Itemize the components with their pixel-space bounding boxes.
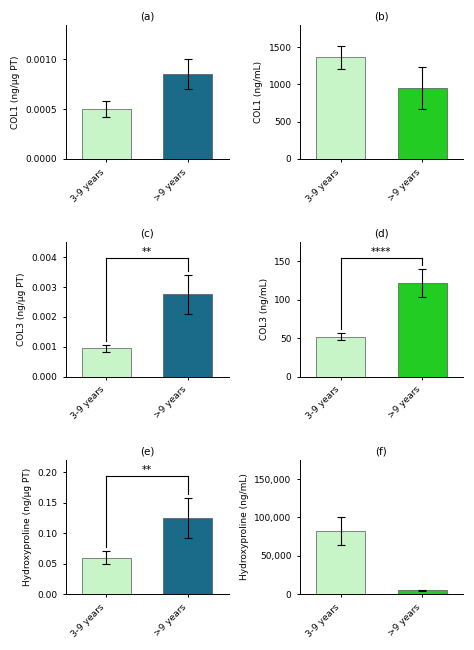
Y-axis label: COL1 (ng/μg PT): COL1 (ng/μg PT) xyxy=(11,55,20,129)
Y-axis label: Hydroxyproline (ng/μg PT): Hydroxyproline (ng/μg PT) xyxy=(23,468,32,586)
Bar xyxy=(398,88,447,159)
Bar xyxy=(398,283,447,376)
Y-axis label: Hydroxyproline (ng/mL): Hydroxyproline (ng/mL) xyxy=(240,474,249,580)
Text: **: ** xyxy=(142,465,152,474)
Bar xyxy=(82,558,131,594)
Text: ****: **** xyxy=(371,247,392,257)
Bar xyxy=(316,57,365,159)
Y-axis label: COL1 (ng/mL): COL1 (ng/mL) xyxy=(254,60,263,123)
Bar xyxy=(164,294,212,376)
Y-axis label: COL3 (ng/mL): COL3 (ng/mL) xyxy=(260,278,269,341)
Title: (d): (d) xyxy=(374,229,389,239)
Bar xyxy=(398,590,447,594)
Bar xyxy=(82,109,131,159)
Bar xyxy=(164,74,212,159)
Title: (a): (a) xyxy=(140,11,155,21)
Bar xyxy=(316,337,365,376)
Bar xyxy=(82,348,131,376)
Bar xyxy=(164,518,212,594)
Y-axis label: COL3 (ng/μg PT): COL3 (ng/μg PT) xyxy=(17,272,26,346)
Title: (c): (c) xyxy=(140,229,154,239)
Title: (f): (f) xyxy=(375,447,387,456)
Text: **: ** xyxy=(142,247,152,257)
Title: (b): (b) xyxy=(374,11,389,21)
Title: (e): (e) xyxy=(140,447,155,456)
Bar xyxy=(316,531,365,594)
